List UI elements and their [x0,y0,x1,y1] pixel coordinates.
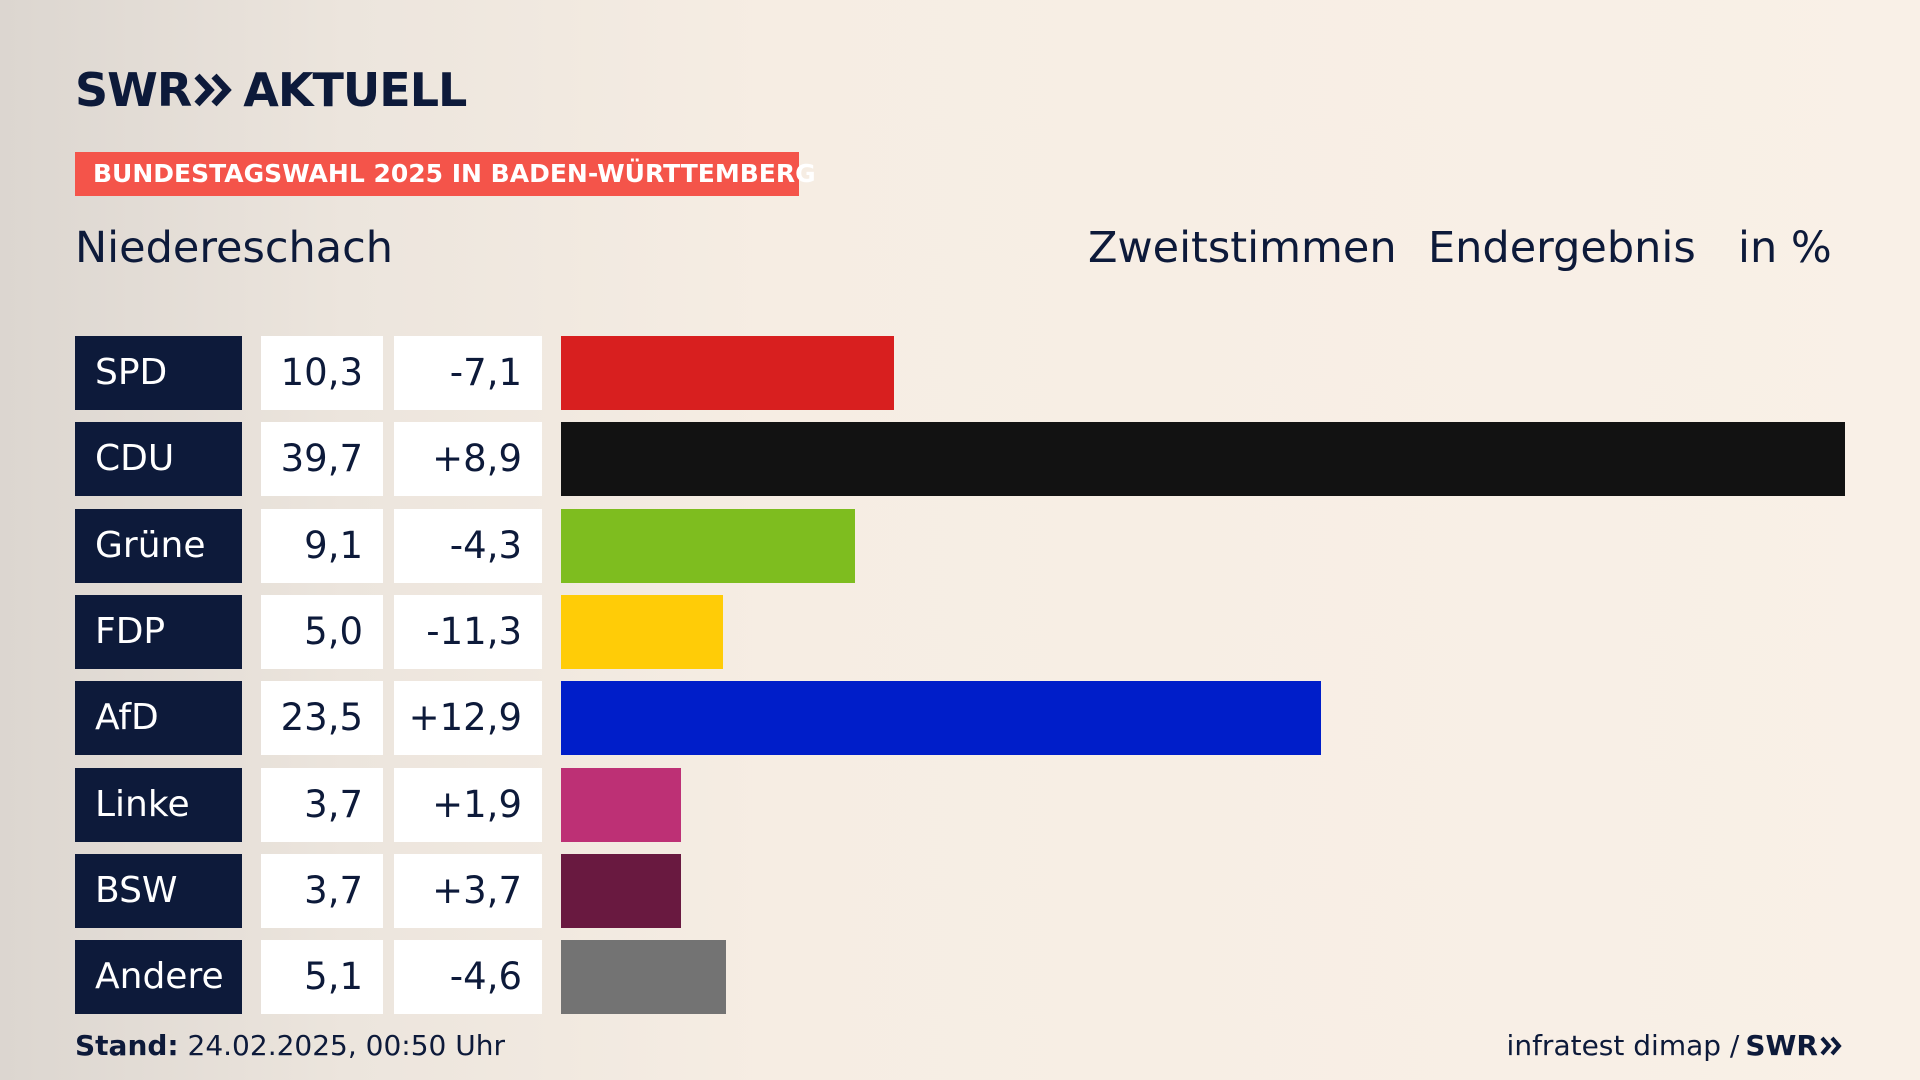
party-label: Grüne [75,509,242,583]
bar [561,768,681,842]
value-label: 10,3 [261,336,383,410]
logo-aktuell-text: AKTUELL [243,63,467,117]
party-label: Linke [75,768,242,842]
party-label: CDU [75,422,242,496]
diff-label: -7,1 [394,336,542,410]
double-chevron-right-icon [1820,1036,1842,1056]
party-label: FDP [75,595,242,669]
diff-label: -11,3 [394,595,542,669]
bar [561,595,723,669]
value-label: 9,1 [261,509,383,583]
value-label: 39,7 [261,422,383,496]
logo-swr-text: SWR [75,63,192,117]
source-logo-text: SWR [1745,1029,1818,1062]
diff-label: -4,6 [394,940,542,1014]
bar [561,854,681,928]
source-credit: infratest dimap / SWR [1507,1028,1844,1064]
timestamp: Stand: 24.02.2025, 00:50 Uhr [75,1028,505,1064]
diff-label: +1,9 [394,768,542,842]
diff-label: +8,9 [394,422,542,496]
stand-value: 24.02.2025, 00:50 Uhr [187,1029,505,1062]
unit-label: in % [1738,223,1832,273]
bar [561,940,726,1014]
diff-label: -4,3 [394,509,542,583]
value-label: 23,5 [261,681,383,755]
party-label: BSW [75,854,242,928]
diff-label: +3,7 [394,854,542,928]
bar [561,509,855,583]
value-label: 3,7 [261,854,383,928]
location-title: Niedereschach [75,223,394,273]
double-chevron-right-icon [194,73,233,107]
value-label: 5,1 [261,940,383,1014]
stand-label: Stand: [75,1029,179,1062]
bar [561,336,894,410]
result-status-label: Endergebnis [1428,223,1696,273]
diff-label: +12,9 [394,681,542,755]
bar [561,422,1845,496]
source-text: infratest dimap / [1506,1029,1740,1062]
bar [561,681,1321,755]
party-label: AfD [75,681,242,755]
party-label: SPD [75,336,242,410]
swr-aktuell-logo: SWR AKTUELL [75,63,467,117]
vote-type-label: Zweitstimmen [1088,223,1397,273]
party-label: Andere [75,940,242,1014]
election-banner: BUNDESTAGSWAHL 2025 IN BADEN-WÜRTTEMBERG [75,152,816,196]
value-label: 5,0 [261,595,383,669]
value-label: 3,7 [261,768,383,842]
